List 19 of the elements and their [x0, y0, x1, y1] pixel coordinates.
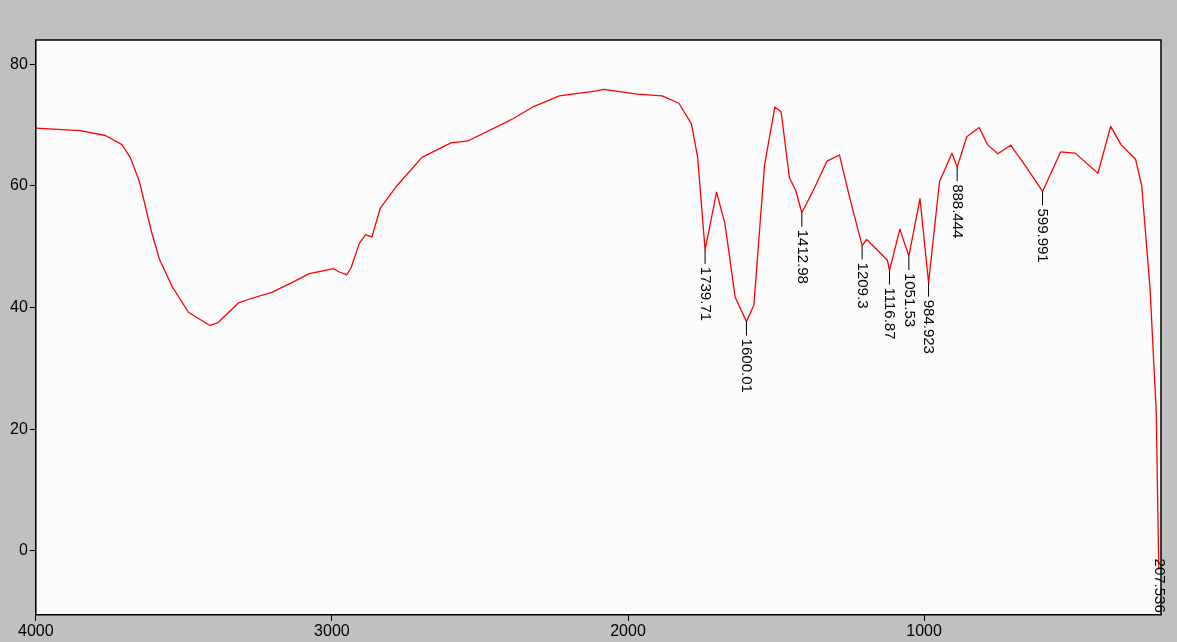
x-tick-label: 1000 — [906, 621, 943, 639]
x-tick-label: 4000 — [18, 621, 54, 639]
annotation: 207.536 — [1151, 558, 1169, 613]
annotation: 599.991 — [1035, 208, 1053, 263]
annotation: 1051.53 — [901, 272, 919, 328]
annotation: 1739.71 — [697, 266, 715, 322]
annotation: 1600.01 — [739, 338, 757, 393]
annotation: 1412.98 — [794, 229, 812, 284]
annotation: 1116.87 — [882, 287, 900, 340]
x-tick-label: 3000 — [314, 621, 350, 639]
y-tick-label: 80 — [10, 54, 28, 72]
x-tick-label: 2000 — [610, 621, 646, 639]
y-tick-label: 0 — [18, 541, 28, 559]
y-tick-label: 40 — [10, 298, 28, 316]
annotation: 984.923 — [921, 299, 939, 354]
annotation: 1209.3 — [855, 262, 872, 309]
y-tick-label: 60 — [10, 176, 28, 194]
y-tick-label: 20 — [10, 419, 28, 437]
annotation: 888.444 — [950, 184, 968, 239]
